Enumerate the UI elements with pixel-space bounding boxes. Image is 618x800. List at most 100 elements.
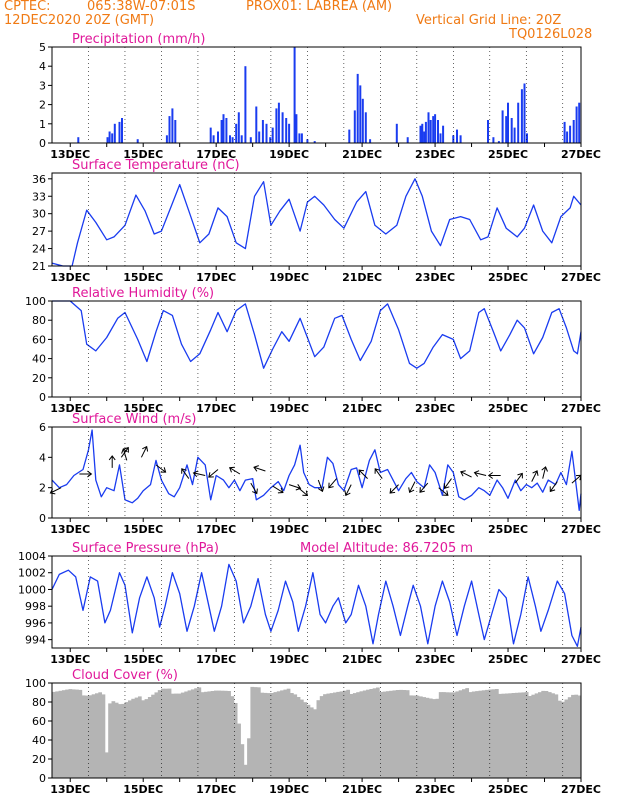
- cloud-cover-bar: [372, 688, 377, 778]
- precipitation-bar: [136, 139, 139, 143]
- precipitation-bar: [293, 47, 296, 143]
- humidity-y-tick-label: 60: [32, 333, 46, 346]
- precipitation-bar: [427, 112, 430, 143]
- header-coords: 065:38W-07:01S: [87, 0, 196, 14]
- cloud-cover-bar: [266, 693, 271, 778]
- humidity-y-tick-label: 100: [25, 295, 46, 308]
- cloud-cover-bar: [442, 692, 446, 778]
- cloud-cover-bar: [531, 694, 536, 778]
- cloud-cover-bar: [184, 691, 189, 778]
- cloud-cover-bar: [508, 693, 513, 778]
- cloud-cover-bar: [167, 688, 172, 778]
- cloud-cover-y-tick-label: 80: [32, 696, 46, 709]
- precipitation-bar: [424, 121, 427, 143]
- cloud-cover-bar: [88, 695, 93, 778]
- cloud-cover-bar: [425, 697, 430, 778]
- cloud-cover-bar: [114, 702, 119, 778]
- precipitation-bar: [429, 120, 432, 143]
- cloud-cover-bar: [204, 691, 208, 778]
- precipitation-bar: [353, 110, 356, 143]
- cloud-cover-bar: [571, 694, 575, 778]
- wind-wind-arrow: [288, 484, 302, 491]
- wind-frame: [51, 426, 582, 519]
- humidity-series-line: [52, 300, 582, 369]
- temperature-title: Surface Temperature (nC): [72, 158, 240, 173]
- cloud-cover-bar: [485, 689, 489, 778]
- cloud-cover-bar: [382, 691, 387, 778]
- precipitation-bar: [526, 133, 528, 143]
- wind-y-tick-label: 4: [39, 451, 46, 464]
- cloud-cover-bar: [505, 693, 509, 778]
- pressure-title: Surface Pressure (hPa): [72, 541, 219, 556]
- temperature-x-tick-label: 21DEC: [342, 271, 382, 284]
- cloud-cover-bar: [296, 697, 301, 778]
- precipitation-bar: [395, 123, 398, 143]
- cloud-cover-bar: [134, 697, 139, 778]
- cloud-cover-bar: [326, 693, 331, 778]
- precipitation-x-tick-label: 17DEC: [196, 148, 236, 161]
- cloud-cover-bar: [237, 723, 241, 778]
- precipitation-bar: [369, 139, 372, 143]
- cloud-cover-bar: [260, 692, 265, 778]
- cloud-cover-bar: [392, 690, 397, 778]
- cloud-cover-bar: [389, 690, 393, 778]
- wind-wind-arrow: [344, 484, 352, 497]
- header-model-id: TQ0126L028: [509, 27, 593, 42]
- temperature-x-tick-label: 25DEC: [488, 271, 528, 284]
- cloud-cover-bar: [111, 701, 116, 778]
- precipitation-bar: [419, 125, 422, 143]
- cloud-cover-bar: [138, 696, 142, 778]
- cloud-cover-bar: [124, 702, 129, 778]
- precipitation-bar: [77, 137, 80, 143]
- pressure-series-line: [51, 563, 582, 647]
- humidity-x-tick-label: 13DEC: [50, 402, 90, 415]
- cloud-cover-bar: [283, 689, 288, 778]
- precipitation-bar: [487, 120, 489, 143]
- precipitation-bar: [118, 121, 121, 143]
- humidity-frame: [51, 300, 582, 398]
- cloud-cover-bar: [151, 694, 155, 778]
- cloud-cover-bar: [478, 690, 483, 778]
- precipitation-bar: [235, 123, 238, 143]
- precipitation-x-tick-label: 15DEC: [123, 148, 163, 161]
- precipitation-bar: [456, 129, 458, 143]
- temperature-x-tick-label: 19DEC: [269, 271, 309, 284]
- precipitation-bar: [237, 112, 240, 143]
- wind-wind-arrow: [297, 487, 309, 497]
- cloud-cover-bar: [161, 688, 165, 778]
- precipitation-bar: [231, 137, 234, 143]
- cloud-cover-bar: [574, 694, 579, 778]
- precipitation-bar: [168, 116, 171, 143]
- wind-x-tick-label: 13DEC: [50, 523, 90, 536]
- precipitation-bar: [439, 133, 442, 143]
- cloud-cover-bar: [180, 692, 185, 778]
- pressure-x-tick-label: 13DEC: [50, 653, 90, 666]
- cloud-cover-x-tick-label: 19DEC: [269, 783, 309, 796]
- cloud-cover-bar: [214, 690, 218, 778]
- temperature-x-tick-label: 15DEC: [123, 271, 163, 284]
- temperature-y-tick-label: 33: [32, 190, 46, 203]
- humidity-x-tick-label: 15DEC: [123, 402, 163, 415]
- cloud-cover-bar: [65, 689, 69, 778]
- precipitation-bar: [432, 116, 435, 143]
- wind-wind-arrow: [549, 481, 558, 493]
- cloud-cover-bar: [379, 692, 384, 778]
- pressure-x-tick-label: 15DEC: [123, 653, 163, 666]
- wind-wind-arrow: [108, 455, 116, 468]
- cloud-cover-bar: [465, 688, 470, 778]
- cloud-cover-bar: [458, 690, 463, 778]
- cloud-cover-x-tick-label: 13DEC: [50, 783, 90, 796]
- temperature-y-tick-label: 36: [32, 173, 46, 186]
- cloud-cover-bar: [557, 700, 562, 778]
- cloud-cover-bar: [521, 692, 526, 778]
- cloud-cover-bar: [71, 689, 76, 778]
- cloud-cover-bar: [369, 689, 374, 778]
- cloud-cover-bar: [462, 689, 466, 778]
- temperature-x-tick-label: 23DEC: [415, 271, 455, 284]
- wind-wind-arrow: [460, 470, 472, 478]
- cloud-cover-bar: [362, 690, 367, 778]
- precipitation-x-tick-label: 21DEC: [342, 148, 382, 161]
- cloud-cover-bar: [564, 699, 569, 778]
- precipitation-bar: [240, 135, 243, 143]
- wind-wind-arrow: [443, 478, 452, 489]
